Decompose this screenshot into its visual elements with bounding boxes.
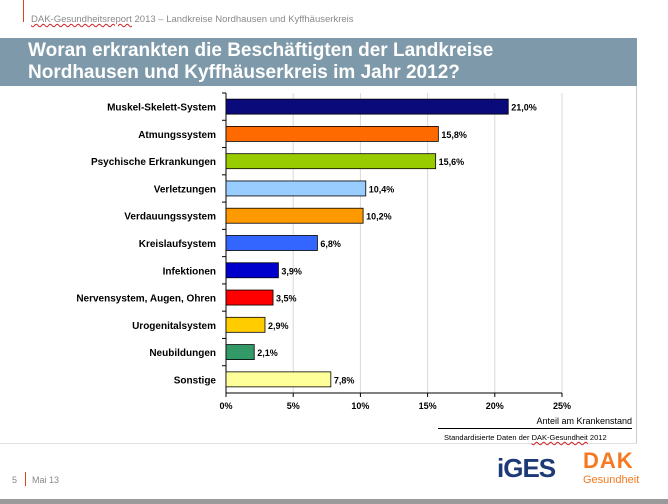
category-label: Nervensystem, Augen, Ohren [76, 294, 216, 305]
category-label: Psychische Erkrankungen [91, 157, 216, 168]
bar [225, 262, 279, 279]
iges-logo: iGES [497, 453, 556, 483]
x-axis-title: Anteil am Krankenstand [536, 416, 632, 426]
data-label: 3,5% [276, 294, 297, 304]
source-divider [438, 428, 632, 429]
accent-line [23, 0, 24, 22]
category-label: Kreislaufsystem [139, 239, 216, 250]
category-label: Neubildungen [149, 348, 216, 359]
data-label: 2,9% [268, 321, 289, 331]
header: DAK-Gesundheitsreport 2013 – Landkreise … [31, 14, 354, 25]
footer-date: Mai 13 [32, 475, 60, 485]
source-brand: DAK-Gesundheit [531, 433, 588, 442]
data-label: 10,2% [366, 212, 392, 222]
bottom-bar [0, 499, 668, 504]
dak-logo-sub: Gesundheit [583, 474, 640, 486]
x-tick-label: 20% [486, 401, 504, 411]
category-label: Muskel-Skelett-System [107, 103, 216, 114]
category-label: Verdauungssystem [124, 212, 216, 223]
data-label: 6,8% [320, 239, 341, 249]
category-label: Atmungssystem [138, 130, 216, 141]
page-title: Woran erkrankten die Beschäftigten der L… [28, 40, 493, 84]
data-label: 3,9% [281, 266, 302, 276]
bar [225, 180, 367, 197]
chart-frame-bottom [0, 443, 637, 444]
data-label: 15,8% [441, 130, 467, 140]
x-tick-label: 5% [287, 401, 300, 411]
title-banner [0, 38, 637, 86]
title-line-1: Woran erkrankten die Beschäftigten der L… [28, 40, 494, 61]
bar [225, 98, 509, 115]
header-brand: DAK-Gesundheitsreport [31, 14, 132, 25]
x-tick-label: 15% [419, 401, 437, 411]
source-year: 2012 [587, 433, 607, 442]
category-label: Sonstige [174, 375, 217, 386]
footer-divider [25, 472, 26, 486]
x-tick-label: 25% [553, 401, 571, 411]
data-label: 2,1% [257, 348, 278, 358]
title-line-2: Nordhausen und Kyffhäuserkreis im Jahr 2… [28, 62, 460, 83]
bar [225, 153, 437, 170]
source-note: Standardisierte Daten der DAK-Gesundheit… [444, 433, 607, 442]
dak-logo: DAK [583, 448, 634, 473]
x-tick-label: 10% [351, 401, 369, 411]
page-number: 5 [12, 475, 18, 485]
bar [225, 126, 439, 142]
data-label: 21,0% [511, 103, 537, 113]
category-label: Verletzungen [154, 184, 216, 195]
chart-frame [636, 86, 637, 444]
bar [225, 371, 332, 388]
category-label: Infektionen [163, 266, 216, 277]
bar [225, 344, 255, 360]
data-label: 15,6% [439, 157, 465, 167]
header-text: 2013 – Landkreise Nordhausen und Kyffhäu… [131, 14, 354, 25]
bar [225, 316, 266, 333]
bar [225, 289, 274, 306]
bar [225, 235, 318, 251]
x-tick-label: 0% [219, 401, 232, 411]
category-label: Urogenitalsystem [132, 321, 216, 332]
source-prefix: Standardisierte Daten der [444, 433, 532, 442]
data-label: 7,8% [334, 375, 355, 385]
data-label: 10,4% [369, 184, 395, 194]
bar [225, 207, 364, 224]
